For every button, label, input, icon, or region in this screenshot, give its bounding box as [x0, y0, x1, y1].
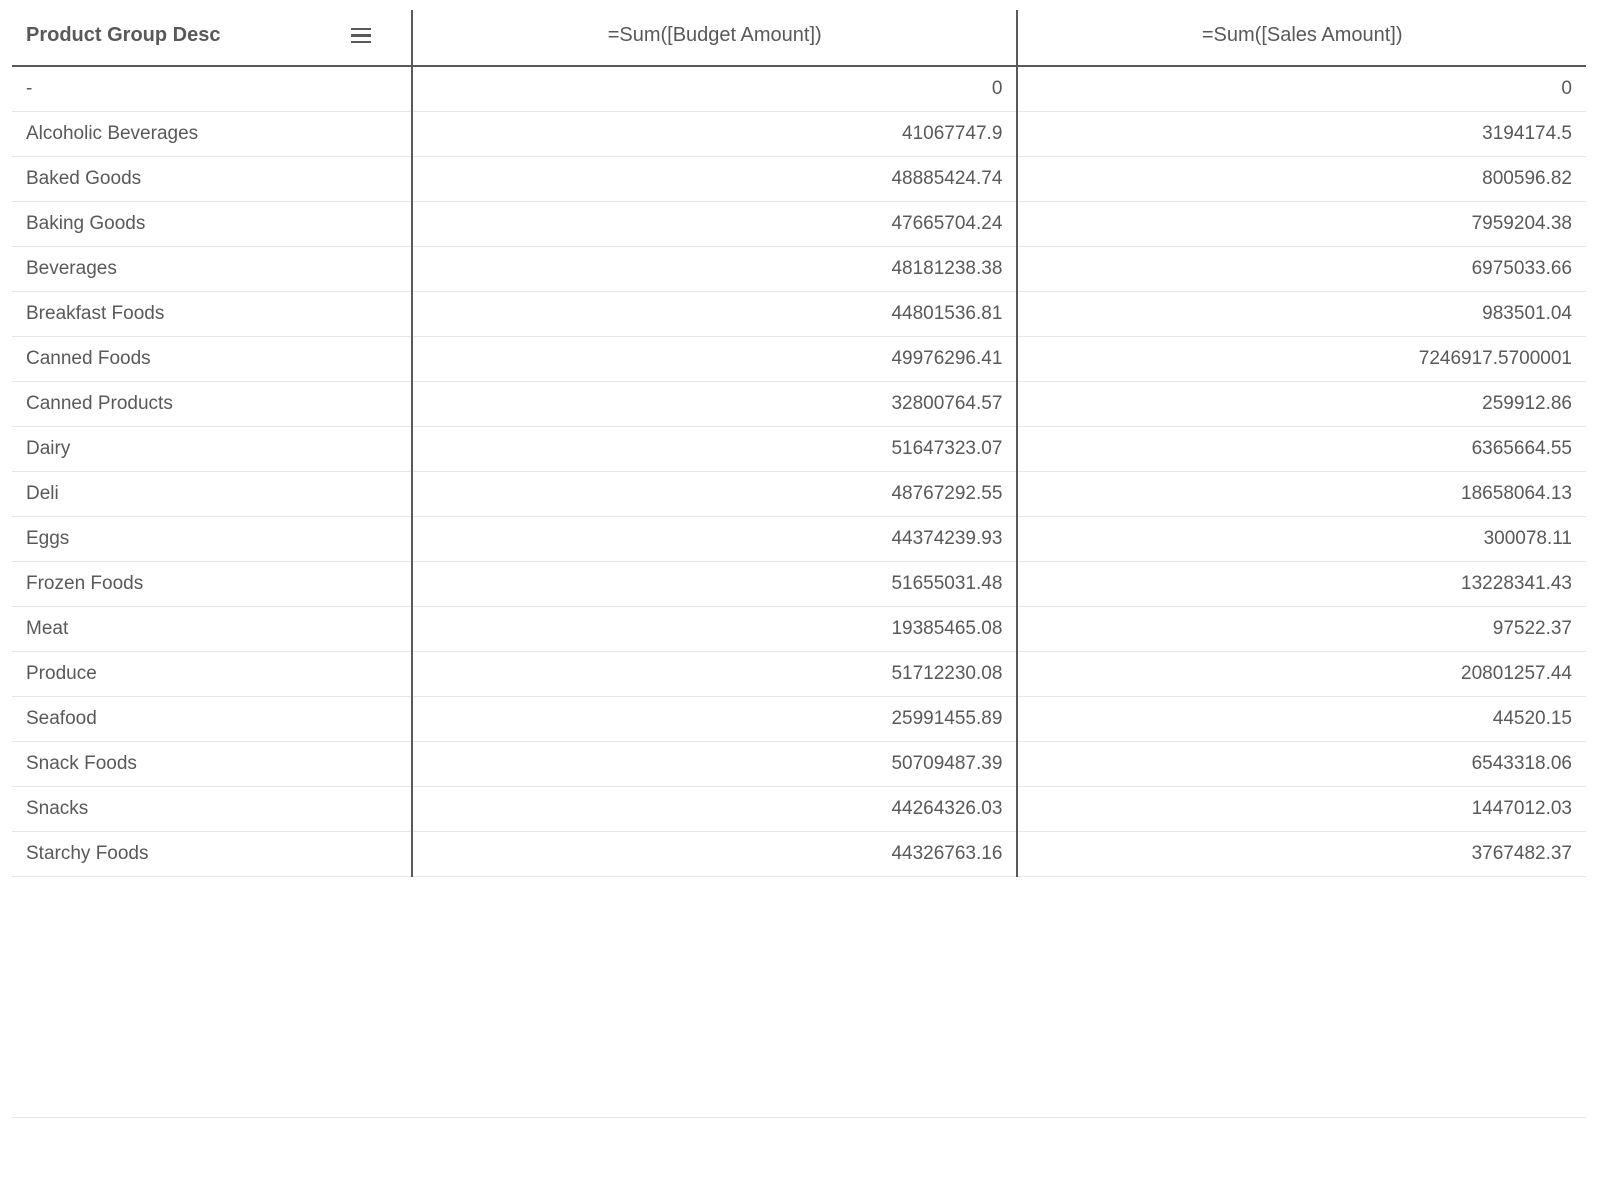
cell-sales-amount[interactable]: 6975033.66: [1017, 247, 1586, 292]
cell-sales-amount[interactable]: 3194174.5: [1017, 112, 1586, 157]
cell-budget-amount[interactable]: 44801536.81: [412, 292, 1017, 337]
cell-budget-amount[interactable]: 25991455.89: [412, 697, 1017, 742]
table-header-row: Product Group Desc =Sum([Budget Amount])…: [12, 10, 1586, 66]
cell-product-group[interactable]: Meat: [12, 607, 412, 652]
hamburger-menu-icon[interactable]: [351, 28, 371, 44]
column-header-label: =Sum([Sales Amount]): [1202, 24, 1403, 46]
cell-product-group[interactable]: Canned Foods: [12, 337, 412, 382]
table-row[interactable]: Snack Foods50709487.396543318.06: [12, 742, 1586, 787]
table-row[interactable]: Seafood25991455.8944520.15: [12, 697, 1586, 742]
cell-product-group[interactable]: Canned Products: [12, 382, 412, 427]
cell-sales-amount[interactable]: 6543318.06: [1017, 742, 1586, 787]
table-row[interactable]: Dairy51647323.076365664.55: [12, 427, 1586, 472]
cell-budget-amount[interactable]: 51712230.08: [412, 652, 1017, 697]
column-header-product-group[interactable]: Product Group Desc: [12, 10, 412, 66]
cell-budget-amount[interactable]: 44374239.93: [412, 517, 1017, 562]
cell-budget-amount[interactable]: 47665704.24: [412, 202, 1017, 247]
cell-sales-amount[interactable]: 259912.86: [1017, 382, 1586, 427]
cell-sales-amount[interactable]: 20801257.44: [1017, 652, 1586, 697]
cell-sales-amount[interactable]: 7246917.5700001: [1017, 337, 1586, 382]
cell-budget-amount[interactable]: 19385465.08: [412, 607, 1017, 652]
cell-product-group[interactable]: Breakfast Foods: [12, 292, 412, 337]
cell-sales-amount[interactable]: 300078.11: [1017, 517, 1586, 562]
cell-product-group[interactable]: Baking Goods: [12, 202, 412, 247]
table-row[interactable]: Eggs44374239.93300078.11: [12, 517, 1586, 562]
cell-product-group[interactable]: Eggs: [12, 517, 412, 562]
cell-budget-amount[interactable]: 48181238.38: [412, 247, 1017, 292]
table-row[interactable]: Beverages48181238.386975033.66: [12, 247, 1586, 292]
table-row[interactable]: Meat19385465.0897522.37: [12, 607, 1586, 652]
footer-divider: [12, 1117, 1586, 1118]
cell-budget-amount[interactable]: 48885424.74: [412, 157, 1017, 202]
cell-product-group[interactable]: Frozen Foods: [12, 562, 412, 607]
cell-product-group[interactable]: Dairy: [12, 427, 412, 472]
cell-sales-amount[interactable]: 1447012.03: [1017, 787, 1586, 832]
cell-sales-amount[interactable]: 44520.15: [1017, 697, 1586, 742]
cell-budget-amount[interactable]: 48767292.55: [412, 472, 1017, 517]
cell-sales-amount[interactable]: 97522.37: [1017, 607, 1586, 652]
cell-product-group[interactable]: Beverages: [12, 247, 412, 292]
table-body: -00Alcoholic Beverages41067747.93194174.…: [12, 66, 1586, 877]
cell-sales-amount[interactable]: 0: [1017, 66, 1586, 112]
cell-budget-amount[interactable]: 51655031.48: [412, 562, 1017, 607]
column-header-label: Product Group Desc: [26, 24, 220, 47]
data-table: Product Group Desc =Sum([Budget Amount])…: [12, 10, 1586, 877]
table-row[interactable]: Canned Products32800764.57259912.86: [12, 382, 1586, 427]
table-row[interactable]: Baked Goods48885424.74800596.82: [12, 157, 1586, 202]
cell-sales-amount[interactable]: 18658064.13: [1017, 472, 1586, 517]
cell-budget-amount[interactable]: 49976296.41: [412, 337, 1017, 382]
table-row[interactable]: Frozen Foods51655031.4813228341.43: [12, 562, 1586, 607]
cell-sales-amount[interactable]: 13228341.43: [1017, 562, 1586, 607]
column-header-sales-amount[interactable]: =Sum([Sales Amount]): [1017, 10, 1586, 66]
cell-budget-amount[interactable]: 0: [412, 66, 1017, 112]
column-header-label: =Sum([Budget Amount]): [608, 24, 822, 46]
cell-product-group[interactable]: Seafood: [12, 697, 412, 742]
table-row[interactable]: Baking Goods47665704.247959204.38: [12, 202, 1586, 247]
table-row[interactable]: Deli48767292.5518658064.13: [12, 472, 1586, 517]
cell-product-group[interactable]: Deli: [12, 472, 412, 517]
cell-product-group[interactable]: Alcoholic Beverages: [12, 112, 412, 157]
table-row[interactable]: Alcoholic Beverages41067747.93194174.5: [12, 112, 1586, 157]
cell-sales-amount[interactable]: 983501.04: [1017, 292, 1586, 337]
cell-product-group[interactable]: -: [12, 66, 412, 112]
cell-budget-amount[interactable]: 32800764.57: [412, 382, 1017, 427]
table-row[interactable]: Snacks44264326.031447012.03: [12, 787, 1586, 832]
table-row[interactable]: Canned Foods49976296.417246917.5700001: [12, 337, 1586, 382]
cell-product-group[interactable]: Starchy Foods: [12, 832, 412, 877]
cell-product-group[interactable]: Baked Goods: [12, 157, 412, 202]
cell-product-group[interactable]: Snack Foods: [12, 742, 412, 787]
cell-product-group[interactable]: Snacks: [12, 787, 412, 832]
table-row[interactable]: Starchy Foods44326763.163767482.37: [12, 832, 1586, 877]
table-row[interactable]: Produce51712230.0820801257.44: [12, 652, 1586, 697]
cell-sales-amount[interactable]: 7959204.38: [1017, 202, 1586, 247]
cell-sales-amount[interactable]: 6365664.55: [1017, 427, 1586, 472]
cell-budget-amount[interactable]: 44326763.16: [412, 832, 1017, 877]
table-row[interactable]: -00: [12, 66, 1586, 112]
cell-budget-amount[interactable]: 50709487.39: [412, 742, 1017, 787]
cell-budget-amount[interactable]: 44264326.03: [412, 787, 1017, 832]
cell-budget-amount[interactable]: 41067747.9: [412, 112, 1017, 157]
cell-budget-amount[interactable]: 51647323.07: [412, 427, 1017, 472]
table-row[interactable]: Breakfast Foods44801536.81983501.04: [12, 292, 1586, 337]
cell-sales-amount[interactable]: 800596.82: [1017, 157, 1586, 202]
cell-product-group[interactable]: Produce: [12, 652, 412, 697]
cell-sales-amount[interactable]: 3767482.37: [1017, 832, 1586, 877]
column-header-budget-amount[interactable]: =Sum([Budget Amount]): [412, 10, 1017, 66]
